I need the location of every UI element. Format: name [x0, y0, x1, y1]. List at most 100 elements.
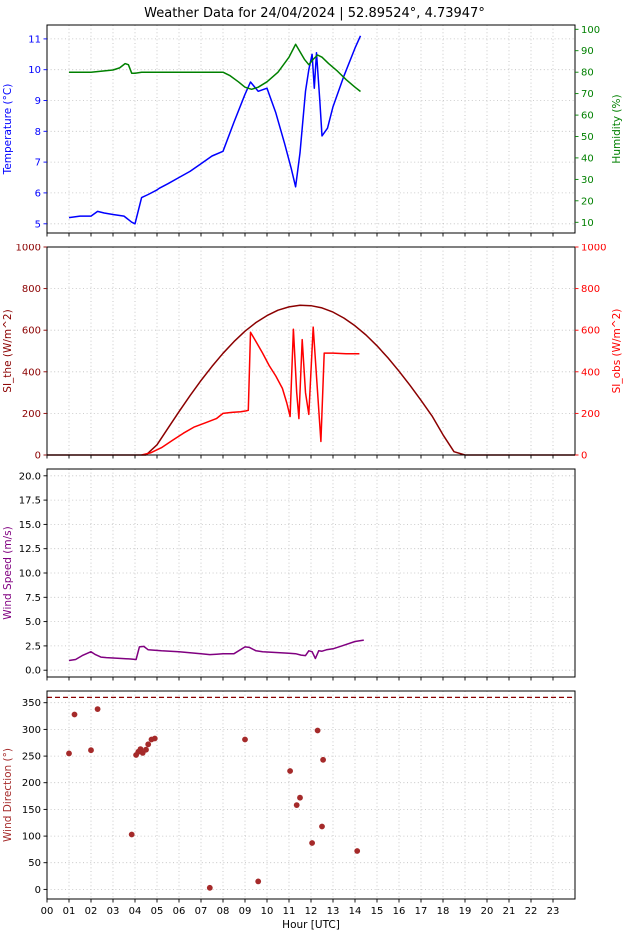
left-tick-label: 800 — [22, 284, 41, 295]
left-tick-label: 17.5 — [19, 496, 41, 507]
left-axis-label: Wind Direction (°) — [2, 748, 14, 842]
x-tick-label: 17 — [415, 906, 428, 917]
right-tick-label: 90 — [581, 46, 594, 57]
wind-direction-point — [94, 706, 101, 712]
left-tick-label: 7 — [35, 158, 41, 169]
x-tick-label: 02 — [85, 906, 98, 917]
left-tick-label: 200 — [22, 409, 41, 420]
right-tick-label: 100 — [581, 25, 600, 36]
left-tick-label: 300 — [22, 725, 41, 736]
x-axis — [46, 677, 554, 681]
wind-direction-point — [143, 746, 149, 753]
x-axis — [46, 233, 554, 237]
grid — [46, 246, 575, 456]
right-tick-label: 200 — [581, 409, 600, 420]
x-tick-label: 23 — [547, 906, 560, 917]
left-axis: 0 200 400 600 800 1000 SI_the (W/m^2) — [2, 244, 47, 462]
wind-direction-point — [314, 727, 321, 734]
x-tick-label: 18 — [437, 906, 450, 917]
wind-direction-point — [354, 848, 361, 854]
wind-direction-point — [242, 736, 248, 743]
left-tick-label: 2.5 — [25, 641, 41, 652]
wind-direction-point — [66, 750, 72, 757]
left-tick-label: 0.0 — [25, 666, 41, 677]
temperature-line — [68, 35, 362, 225]
panel-temperature-humidity: 5 6 7 8 9 10 11 Temperature (°C) 10 20 30 40 50 60 70 8… — [2, 24, 623, 237]
right-tick-label: 70 — [581, 89, 594, 100]
x-axis — [46, 455, 554, 459]
x-tick-label: 13 — [327, 906, 340, 917]
x-tick-label: 09 — [239, 906, 252, 917]
left-tick-label: 6 — [35, 188, 41, 199]
x-tick-label: 00 — [41, 906, 54, 917]
right-tick-label: 20 — [581, 196, 594, 207]
left-axis: 0.0 2.5 5.0 7.5 10.0 12.5 15.0 17.5 20.0 Wind Spe… — [2, 471, 47, 677]
wind-direction-point — [255, 878, 262, 885]
left-tick-label: 10.0 — [19, 569, 41, 580]
left-tick-label: 350 — [22, 698, 41, 709]
right-tick-label: 60 — [581, 111, 594, 122]
right-tick-label: 10 — [581, 218, 594, 229]
right-axis: 10 20 30 40 50 60 70 80 90 100 Humidity (%) — [575, 25, 623, 229]
x-tick-label: 15 — [371, 906, 384, 917]
right-axis-label: SI_obs (W/m^2) — [611, 309, 623, 394]
wind-direction-point — [71, 711, 78, 718]
x-tick-label: 12 — [305, 906, 318, 917]
x-tick-label: 14 — [349, 906, 362, 917]
x-tick-label: 11 — [283, 906, 296, 917]
right-tick-label: 80 — [581, 68, 594, 79]
left-tick-label: 20.0 — [19, 471, 41, 482]
x-tick-label: 16 — [393, 906, 406, 917]
wind-direction-point — [309, 840, 315, 846]
right-tick-label: 800 — [581, 284, 600, 295]
x-tick-label: 07 — [195, 906, 208, 917]
wind-direction-point — [320, 756, 326, 763]
right-tick-label: 400 — [581, 367, 600, 378]
wind-direction-point — [151, 735, 158, 742]
left-tick-label: 9 — [35, 96, 41, 107]
left-tick-label: 200 — [22, 778, 41, 789]
wind-direction-point — [206, 884, 213, 891]
right-tick-label: 30 — [581, 175, 594, 186]
left-axis: 0 50 100 150 200 250 300 350 Wind Direction (°) — [2, 698, 47, 896]
left-tick-label: 11 — [28, 34, 41, 45]
wind-direction-point — [145, 741, 152, 748]
left-tick-label: 50 — [28, 858, 41, 869]
wind-direction-point — [293, 802, 300, 808]
panel-solar-irradiance: 0 200 400 600 800 1000 SI_the (W/m^2) 0 200 400 60… — [2, 244, 623, 462]
left-axis-label: Temperature (°C) — [2, 84, 14, 176]
left-tick-label: 1000 — [16, 244, 41, 254]
x-axis: 00 01 02 03 04 05 06 07 08 09 10 11 12 13 14 15 16 17 18 19… — [41, 899, 560, 931]
right-tick-label: 0 — [581, 451, 587, 462]
wind-direction-points — [66, 706, 361, 891]
panels-container: 5 6 7 8 9 10 11 Temperature (°C) 10 20 30 40 50 60 70 8… — [0, 22, 629, 933]
right-tick-label: 1000 — [581, 244, 606, 254]
left-tick-label: 0 — [35, 885, 41, 896]
left-tick-label: 5.0 — [25, 617, 41, 628]
x-tick-label: 01 — [63, 906, 76, 917]
wind-direction-point — [287, 768, 293, 774]
left-tick-label: 15.0 — [19, 520, 41, 531]
right-axis: 0 200 400 600 800 1000 SI_obs (W/m^2) — [575, 244, 623, 462]
x-tick-label: 05 — [151, 906, 164, 917]
left-tick-label: 400 — [22, 367, 41, 378]
figure-title: Weather Data for 24/04/2024 | 52.89524°,… — [144, 6, 485, 21]
left-tick-label: 100 — [22, 832, 41, 843]
right-tick-label: 600 — [581, 326, 600, 337]
right-tick-label: 40 — [581, 153, 594, 164]
si-obs-line — [141, 326, 360, 456]
x-tick-label: 06 — [173, 906, 186, 917]
left-tick-label: 250 — [22, 752, 41, 763]
grid — [46, 469, 575, 677]
x-tick-label: 21 — [503, 906, 516, 917]
grid — [46, 691, 575, 899]
wind-speed-line — [68, 639, 364, 662]
left-tick-label: 0 — [35, 451, 41, 462]
right-axis-label: Humidity (%) — [611, 94, 623, 163]
left-tick-label: 8 — [35, 127, 41, 138]
x-tick-label: 19 — [459, 906, 472, 917]
left-tick-label: 150 — [22, 805, 41, 816]
left-axis-label: Wind Speed (m/s) — [2, 526, 14, 619]
